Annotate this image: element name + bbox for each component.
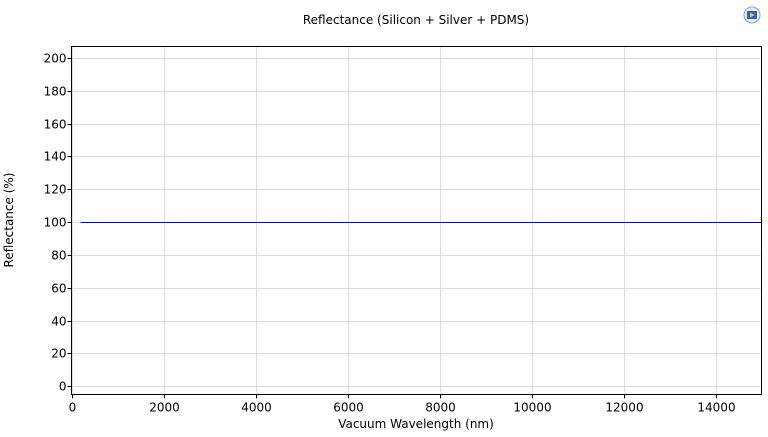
y-tick-label: 80	[51, 249, 66, 263]
y-tick-label: 180	[44, 85, 67, 99]
x-tick-label: 8000	[425, 401, 456, 415]
y-tick-label: 0	[59, 380, 67, 394]
x-tick-label: 10000	[513, 401, 551, 415]
y-tick-label: 120	[44, 183, 67, 197]
y-tick-label: 40	[51, 315, 66, 329]
grid	[71, 46, 762, 395]
x-tick-label: 12000	[605, 401, 643, 415]
axis-ticks: 0 2000 4000 6000 8000 10000 12000 14000 0 20 40 60 8…	[44, 52, 736, 415]
y-tick-label: 100	[44, 216, 67, 230]
chart-title: Reflectance (Silicon + Silver + PDMS)	[302, 13, 530, 27]
y-tick-label: 200	[44, 52, 67, 66]
x-tick-label: 14000	[697, 401, 735, 415]
x-tick-label: 2000	[149, 401, 180, 415]
x-axis-label: Vacuum Wavelength (nm)	[338, 417, 494, 431]
plot-frame	[71, 46, 762, 395]
x-tick-label: 4000	[241, 401, 272, 415]
y-tick-label: 20	[51, 347, 66, 361]
x-tick-label: 6000	[333, 401, 364, 415]
y-axis-label: Reflectance (%)	[2, 172, 16, 268]
plot-settings-icon[interactable]	[743, 6, 761, 24]
y-tick-label: 160	[44, 118, 67, 132]
y-tick-label: 140	[44, 150, 67, 164]
x-tick-label: 0	[69, 401, 77, 415]
y-tick-label: 60	[51, 282, 66, 296]
